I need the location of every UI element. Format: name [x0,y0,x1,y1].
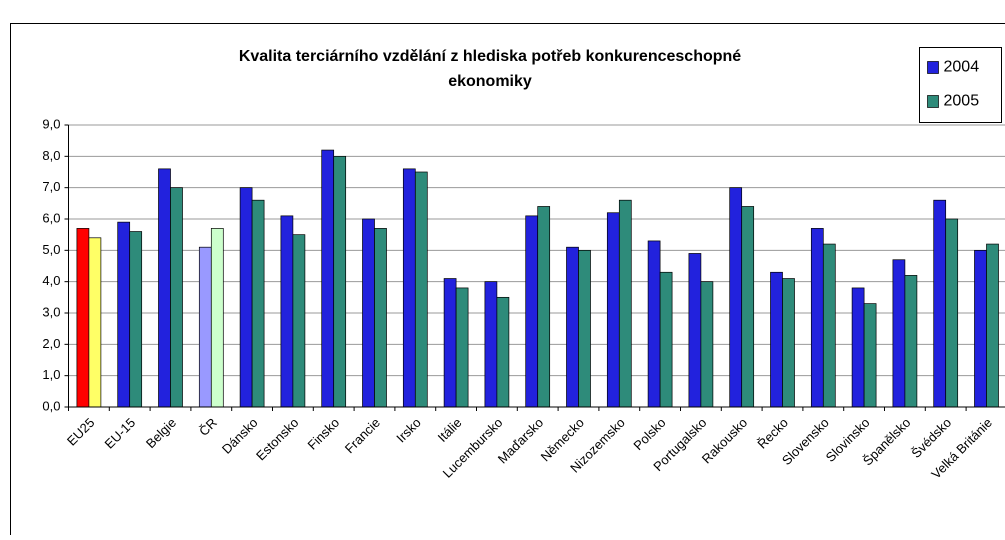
y-tick-label: 4,0 [42,273,60,288]
bar [538,206,550,407]
bar [864,304,876,407]
bar [240,188,252,407]
y-tick-label: 0,0 [42,398,60,413]
bar [375,228,387,407]
bar [281,216,293,407]
bar [823,244,835,407]
bar [811,228,823,407]
bar [199,247,211,407]
bar [660,272,672,407]
bar [485,282,497,407]
bar [934,200,946,407]
bar [852,288,864,407]
bar [415,172,427,407]
bar [701,282,713,407]
bar [771,272,783,407]
y-tick-label: 2,0 [42,336,60,351]
bar [252,200,264,407]
legend-swatch [928,96,939,108]
legend-label: 2005 [944,93,980,110]
y-tick-label: 3,0 [42,304,60,319]
bar [322,150,334,407]
bar [905,275,917,407]
bar [648,241,660,407]
bar [987,244,999,407]
bar [526,216,538,407]
bar [975,250,987,407]
bar [619,200,631,407]
bar [334,156,346,407]
bar [159,169,171,407]
bar [89,238,101,407]
bar [171,188,183,407]
bar [211,228,223,407]
y-tick-label: 7,0 [42,179,60,194]
bar [607,213,619,407]
y-tick-label: 6,0 [42,210,60,225]
y-tick-label: 9,0 [42,116,60,131]
bar [730,188,742,407]
bar [497,297,509,407]
chart-title: ekonomiky [448,73,532,90]
y-tick-label: 5,0 [42,242,60,257]
bar [403,169,415,407]
chart-title: Kvalita terciárního vzdělání z hlediska … [239,48,741,65]
bar [742,206,754,407]
bar [118,222,130,407]
legend-swatch [928,62,939,74]
bar [444,279,456,407]
y-tick-label: 8,0 [42,148,60,163]
bar [567,247,579,407]
bar [783,279,795,407]
bar [363,219,375,407]
bar [456,288,468,407]
bar [579,250,591,407]
y-tick-label: 1,0 [42,367,60,382]
bar [77,228,89,407]
bar [130,232,142,407]
bar [689,253,701,407]
legend-label: 2004 [944,59,980,76]
bar [893,260,905,407]
bar [293,235,305,407]
bar [946,219,958,407]
